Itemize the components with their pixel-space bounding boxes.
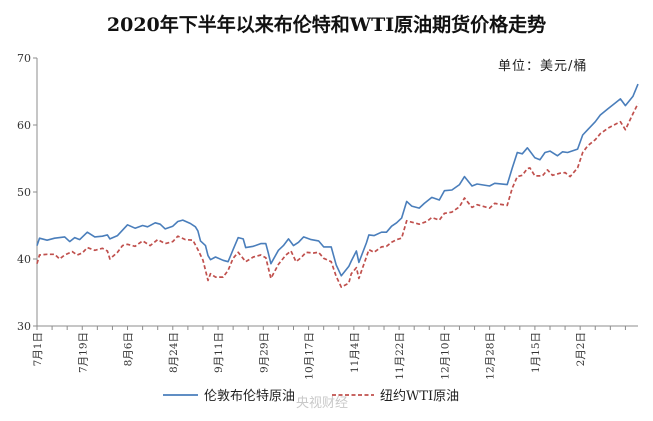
y-axis-ticks: 30 40 50 60 70: [17, 52, 37, 333]
x-tick-label: 12月28日: [485, 332, 497, 380]
x-tick-label: 9月29日: [258, 332, 270, 373]
x-tick-label: 8月24日: [168, 332, 180, 373]
x-tick-label: 8月6日: [123, 332, 135, 366]
legend-label: 伦敦布伦特原油: [204, 388, 295, 404]
x-tick-label: 9月11日: [213, 332, 225, 373]
x-tick-label: 1月15日: [530, 332, 542, 373]
chart-title: 2020年下半年以来布伦特和WTI原油期货价格走势: [106, 14, 547, 36]
y-tick-label: 50: [17, 186, 31, 199]
x-tick-label: 11月22日: [394, 332, 406, 380]
chart-axes: [36, 58, 638, 327]
x-tick-label: 2月2日: [575, 332, 587, 366]
watermark: 央视财经: [296, 396, 349, 411]
chart-legend: 伦敦布伦特原油 纽约WTI原油: [163, 388, 459, 404]
x-tick-label: 7月1日: [32, 332, 44, 366]
y-tick-label: 70: [17, 52, 31, 65]
x-tick-label: 11月4日: [349, 332, 361, 373]
x-axis-ticks: 7月1日 7月19日 8月6日 8月24日 9月11日 9月29日 10月17日 11月4日 1…: [32, 326, 626, 380]
series-layer: [36, 83, 639, 288]
y-tick-label: 60: [17, 119, 31, 132]
x-tick-label: 12月10日: [439, 332, 451, 380]
legend-label: 纽约WTI原油: [380, 389, 459, 404]
series-line-wti: [36, 103, 639, 288]
series-line-brent: [36, 83, 639, 277]
x-tick-label: 7月19日: [77, 332, 89, 373]
x-tick-label: 10月17日: [304, 332, 316, 380]
y-tick-label: 30: [17, 320, 31, 333]
y-tick-label: 40: [17, 253, 31, 266]
unit-label: 单位：美元/桶: [498, 59, 588, 74]
